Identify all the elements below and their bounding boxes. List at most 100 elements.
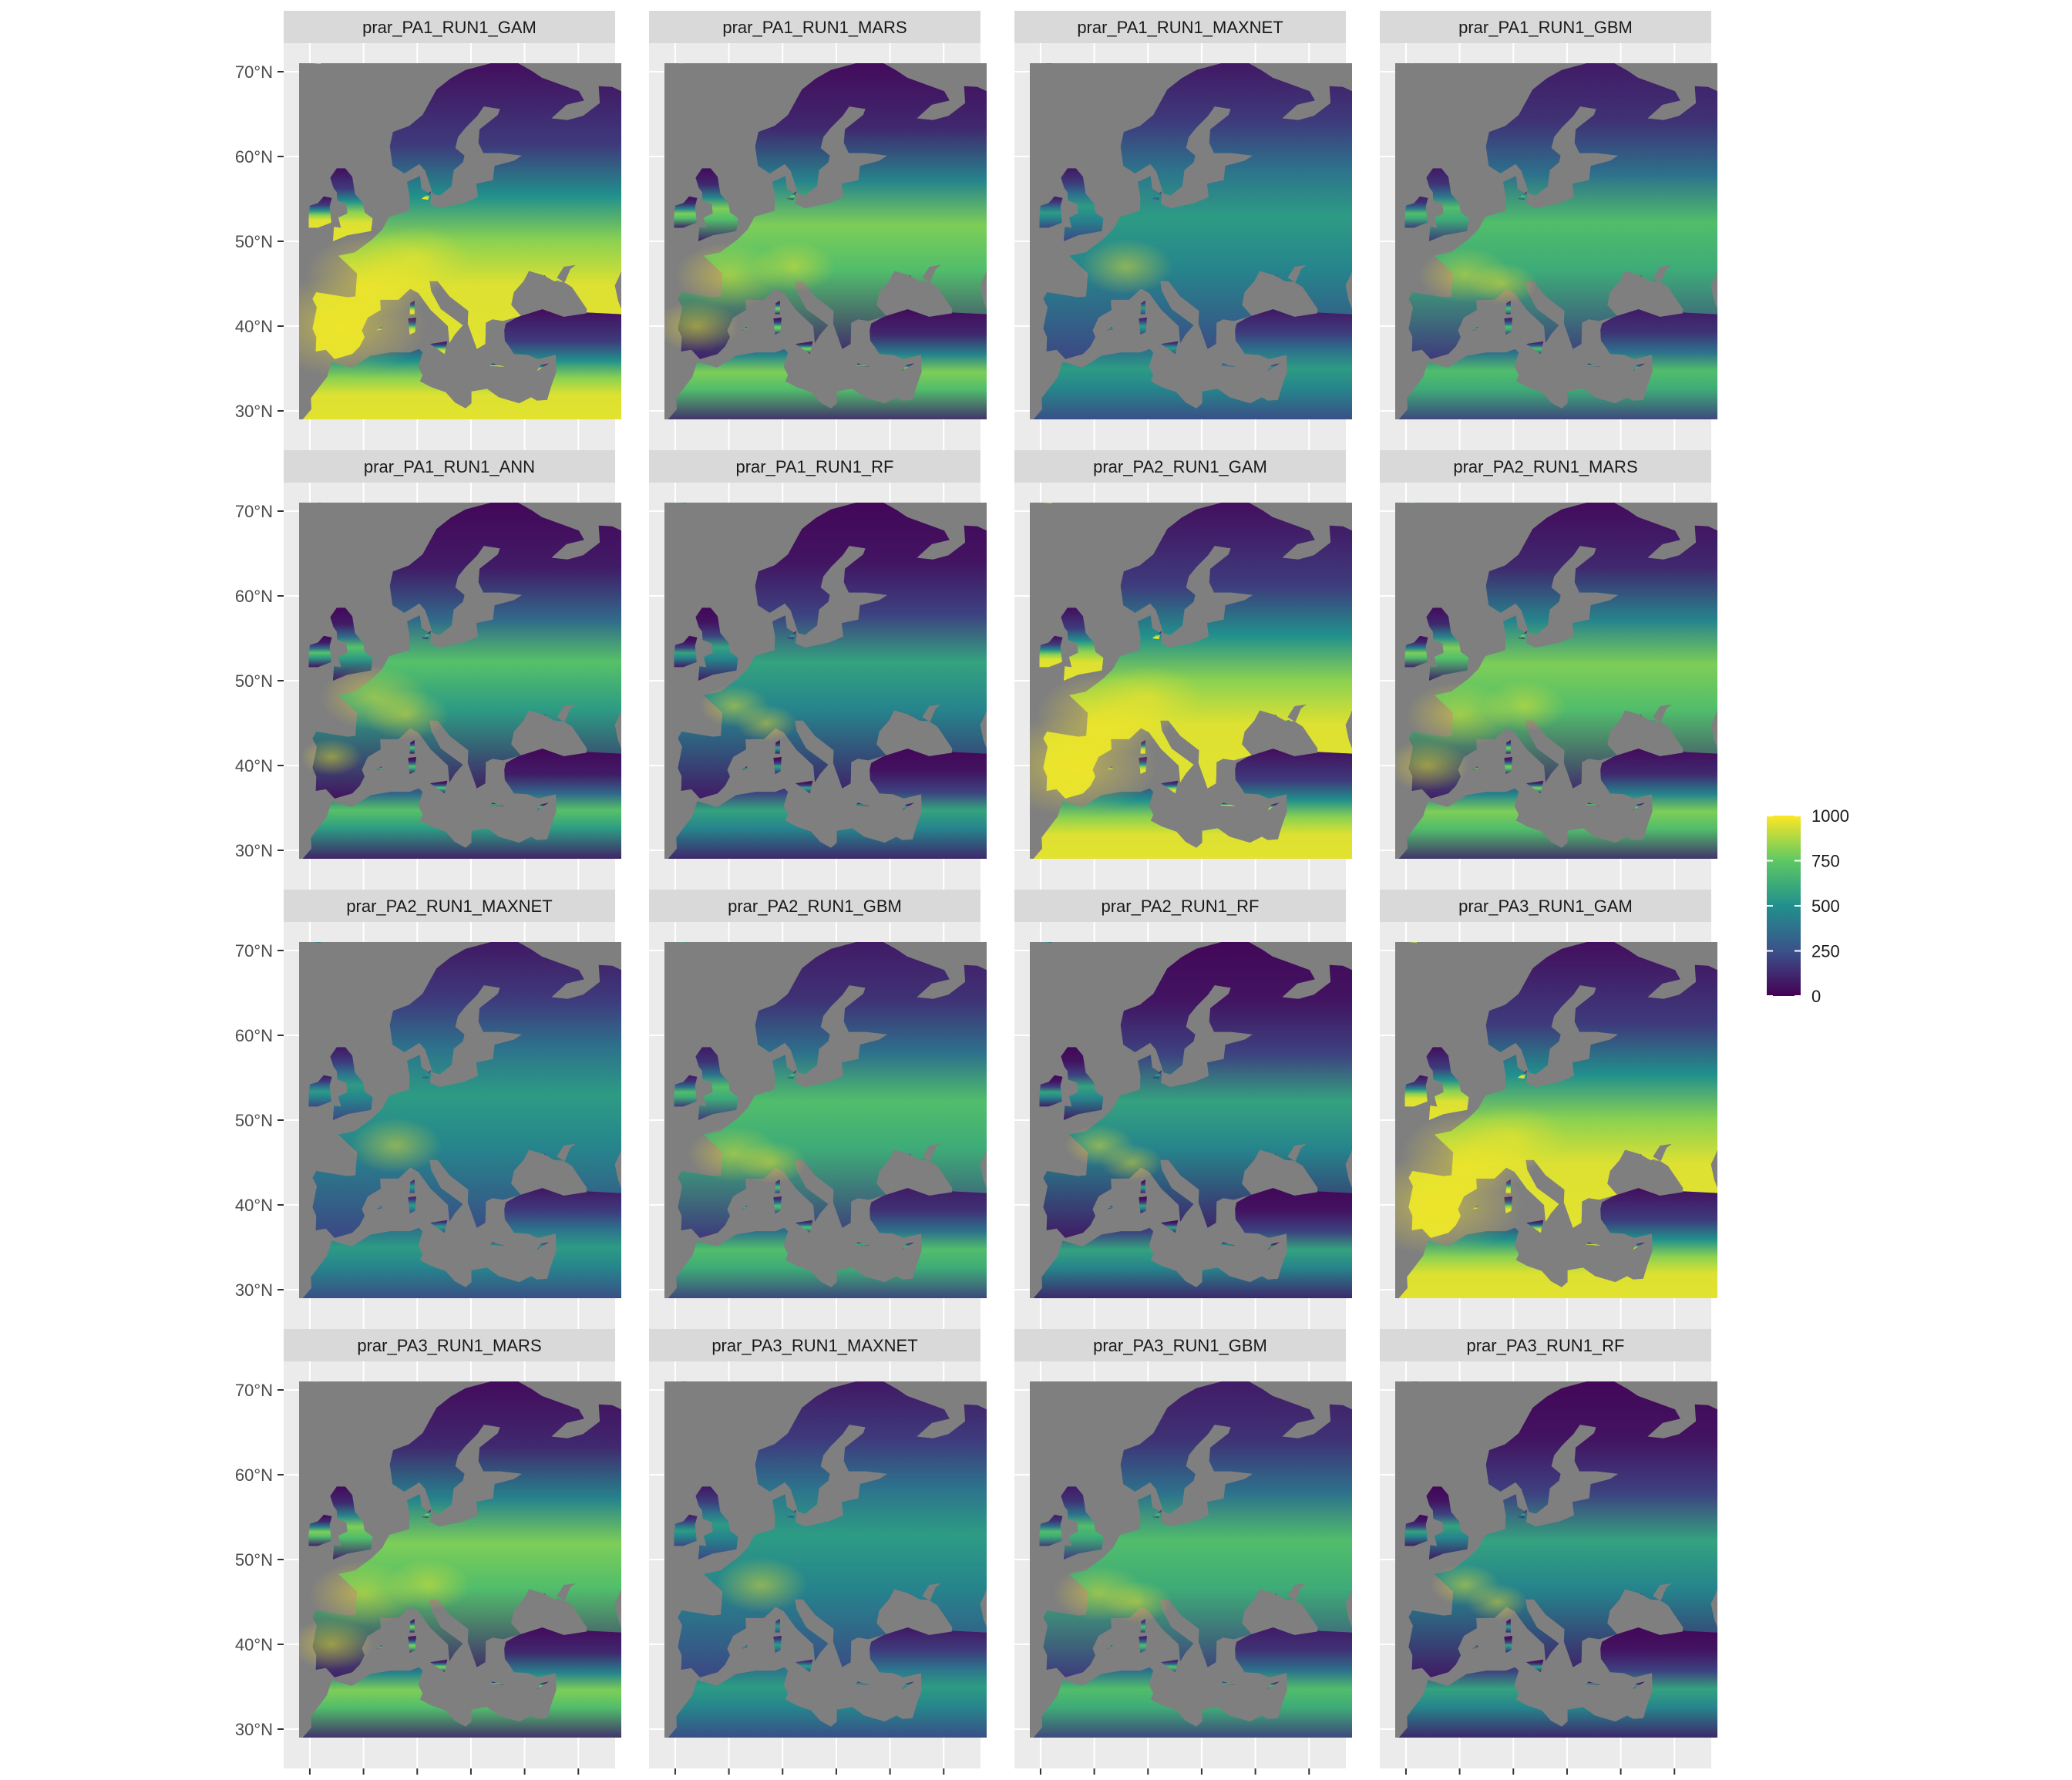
- y-tick-label: 50°N: [235, 1550, 273, 1570]
- sea-area: [1242, 264, 1318, 317]
- facet-panel: prar_PA2_RUN1_RF: [1014, 890, 1352, 1329]
- land-area: [1408, 63, 1418, 65]
- land-area: [796, 1659, 813, 1673]
- land-area: [1404, 635, 1428, 668]
- land-area: [1426, 168, 1469, 241]
- land-area: [674, 1075, 698, 1107]
- facet-strip: [1380, 1329, 1711, 1361]
- facet-strip: [284, 11, 615, 43]
- suitability-hotspot: [1466, 1583, 1529, 1620]
- sea-area: [876, 1143, 953, 1196]
- land-area: [308, 1514, 332, 1546]
- raster-map: [1395, 503, 1717, 859]
- facet-panel: prar_PA3_RUN1_MAXNET10°W0°10°E20°E30°E40…: [649, 1329, 987, 1780]
- land-area: [376, 766, 382, 770]
- land-area: [330, 607, 373, 681]
- raster-map: [664, 503, 987, 859]
- land-area: [1061, 1486, 1104, 1560]
- suitability-hotspot: [735, 705, 798, 742]
- sea-area: [614, 1149, 621, 1188]
- facet-strip: [1014, 890, 1346, 922]
- land-area: [1039, 196, 1063, 228]
- land-area: [376, 1645, 382, 1649]
- land-area: [489, 1681, 505, 1685]
- y-tick-label: 60°N: [235, 1026, 273, 1045]
- land-area: [1526, 341, 1544, 355]
- land-area: [855, 803, 870, 806]
- raster-map: [1395, 63, 1717, 419]
- land-area: [536, 363, 549, 372]
- suitability-hotspot: [363, 226, 472, 291]
- land-area: [1586, 803, 1601, 806]
- facet-panel: prar_PA1_RUN1_GAM 70°N 60°N 50°N 40°N 30°N: [235, 11, 621, 450]
- land-area: [1161, 341, 1179, 355]
- suitability-hotspot: [349, 1118, 442, 1173]
- y-tick-label: 70°N: [235, 502, 273, 521]
- land-area: [408, 757, 416, 774]
- land-area: [1633, 363, 1645, 372]
- y-tick-label: 50°N: [235, 1111, 273, 1130]
- suitability-hotspot: [751, 241, 836, 292]
- land-area: [299, 749, 621, 859]
- land-area: [536, 803, 549, 811]
- facet-title: prar_PA3_RUN1_GAM: [1458, 897, 1633, 916]
- facet-panel: prar_PA1_RUN1_MARS: [649, 11, 987, 450]
- land-area: [1404, 1075, 1428, 1107]
- land-area: [461, 1053, 465, 1062]
- land-area: [1504, 318, 1512, 335]
- facet-title: prar_PA3_RUN1_MARS: [357, 1336, 541, 1355]
- land-area: [489, 803, 505, 806]
- land-area: [1220, 363, 1236, 367]
- y-tick-label: 70°N: [235, 62, 273, 82]
- land-area: [1039, 1075, 1063, 1107]
- land-area: [695, 1486, 738, 1560]
- sea-area: [1607, 1583, 1684, 1635]
- facet-title: prar_PA1_RUN1_GAM: [362, 18, 536, 37]
- facet-strip: [649, 1329, 980, 1361]
- land-area: [1030, 1627, 1352, 1738]
- land-area: [330, 168, 373, 241]
- sea-area: [1607, 1143, 1684, 1196]
- facet-title: prar_PA2_RUN1_RF: [1101, 897, 1259, 916]
- raster-map: [664, 942, 987, 1298]
- land-area: [430, 341, 448, 355]
- land-area: [796, 341, 813, 355]
- facet-strip: [1380, 890, 1711, 922]
- raster-map: [299, 63, 621, 419]
- y-tick-label: 40°N: [235, 1196, 273, 1215]
- facet-strip: [284, 1329, 615, 1361]
- land-area: [376, 1206, 382, 1210]
- land-area: [1504, 1636, 1512, 1653]
- facet-title: prar_PA3_RUN1_MAXNET: [711, 1336, 917, 1355]
- land-area: [1061, 607, 1104, 681]
- land-area: [674, 196, 698, 228]
- land-area: [1139, 318, 1147, 335]
- land-area: [1161, 780, 1179, 794]
- land-area: [308, 635, 332, 668]
- sea-area: [511, 1143, 587, 1196]
- land-area: [1139, 1196, 1147, 1213]
- facet-panel: prar_PA1_RUN1_MAXNET: [1014, 11, 1352, 450]
- land-area: [421, 1070, 432, 1079]
- y-tick-label: 60°N: [235, 587, 273, 606]
- suitability-hotspot: [1102, 1581, 1172, 1623]
- facet-title: prar_PA1_RUN1_MARS: [722, 18, 906, 37]
- raster-map: [1395, 1381, 1717, 1738]
- suitability-hotspot: [1094, 665, 1202, 730]
- land-area: [1526, 1659, 1544, 1673]
- facet-title: prar_PA2_RUN1_GBM: [728, 897, 902, 916]
- sea-area: [1242, 704, 1318, 756]
- land-area: [855, 1242, 870, 1246]
- sea-area: [980, 1149, 987, 1188]
- sea-area: [1345, 271, 1352, 309]
- y-tick-label: 30°N: [235, 1280, 273, 1300]
- facet-strip: [1014, 450, 1346, 483]
- land-area: [1472, 766, 1478, 770]
- sea-area: [1345, 1149, 1352, 1188]
- sea-area: [511, 704, 587, 756]
- y-tick-label: 60°N: [235, 1465, 273, 1485]
- land-area: [1140, 301, 1145, 315]
- land-area: [1139, 1636, 1147, 1653]
- facet-panel: prar_PA3_RUN1_GBM10°W0°10°E20°E30°E40°E: [1014, 1329, 1352, 1780]
- land-area: [674, 1514, 698, 1546]
